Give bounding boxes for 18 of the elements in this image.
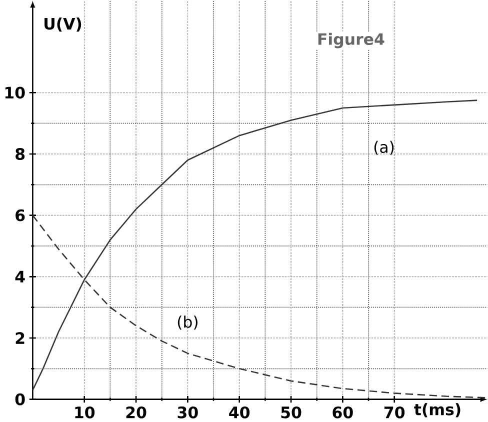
- y-axis-title: U(V): [44, 18, 82, 32]
- y-tick-label: 8: [16, 148, 25, 160]
- x-tick-label: 10: [75, 406, 95, 418]
- x-tick-label: 40: [229, 406, 250, 418]
- x-tick-label: 50: [281, 406, 302, 418]
- y-tick-label: 2: [16, 332, 24, 344]
- x-tick-label: 30: [178, 406, 198, 418]
- series-label: (b): [178, 316, 198, 330]
- y-tick-label: 6: [16, 209, 25, 222]
- x-tick-label: 20: [126, 406, 146, 418]
- x-tick-label: 60: [332, 406, 353, 418]
- text: Figure4: [318, 32, 384, 48]
- y-tick-label: 0: [15, 393, 25, 406]
- x-tick-label: 70: [384, 406, 405, 418]
- text: (a): [374, 140, 394, 155]
- x-axis-title: t(ms): [414, 403, 460, 418]
- y-tick-label: 10: [5, 86, 25, 99]
- y-tick-label: 4: [15, 270, 25, 282]
